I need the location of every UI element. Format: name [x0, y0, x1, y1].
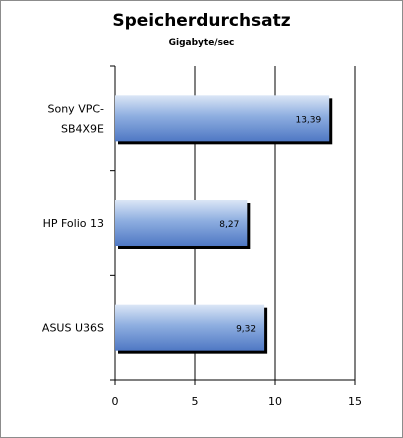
category-label: ASUS U36S — [42, 322, 104, 335]
bar-2 — [115, 304, 265, 351]
category-label: Sony VPC- — [48, 102, 105, 115]
chart-title: Speicherdurchsatz — [112, 11, 291, 31]
x-tick-label: 15 — [348, 395, 362, 408]
data-label: 9,32 — [236, 325, 256, 335]
category-label: HP Folio 13 — [43, 217, 104, 230]
data-label: 8,27 — [219, 220, 239, 230]
x-tick-label: 10 — [268, 395, 282, 408]
x-tick-label: 0 — [112, 395, 119, 408]
x-tick-label: 5 — [192, 395, 199, 408]
chart-subtitle: Gigabyte/sec — [168, 38, 235, 48]
bar-0 — [115, 95, 330, 142]
category-label: SB4X9E — [61, 122, 104, 135]
bar-1 — [115, 200, 248, 246]
data-label: 13,39 — [295, 115, 321, 125]
